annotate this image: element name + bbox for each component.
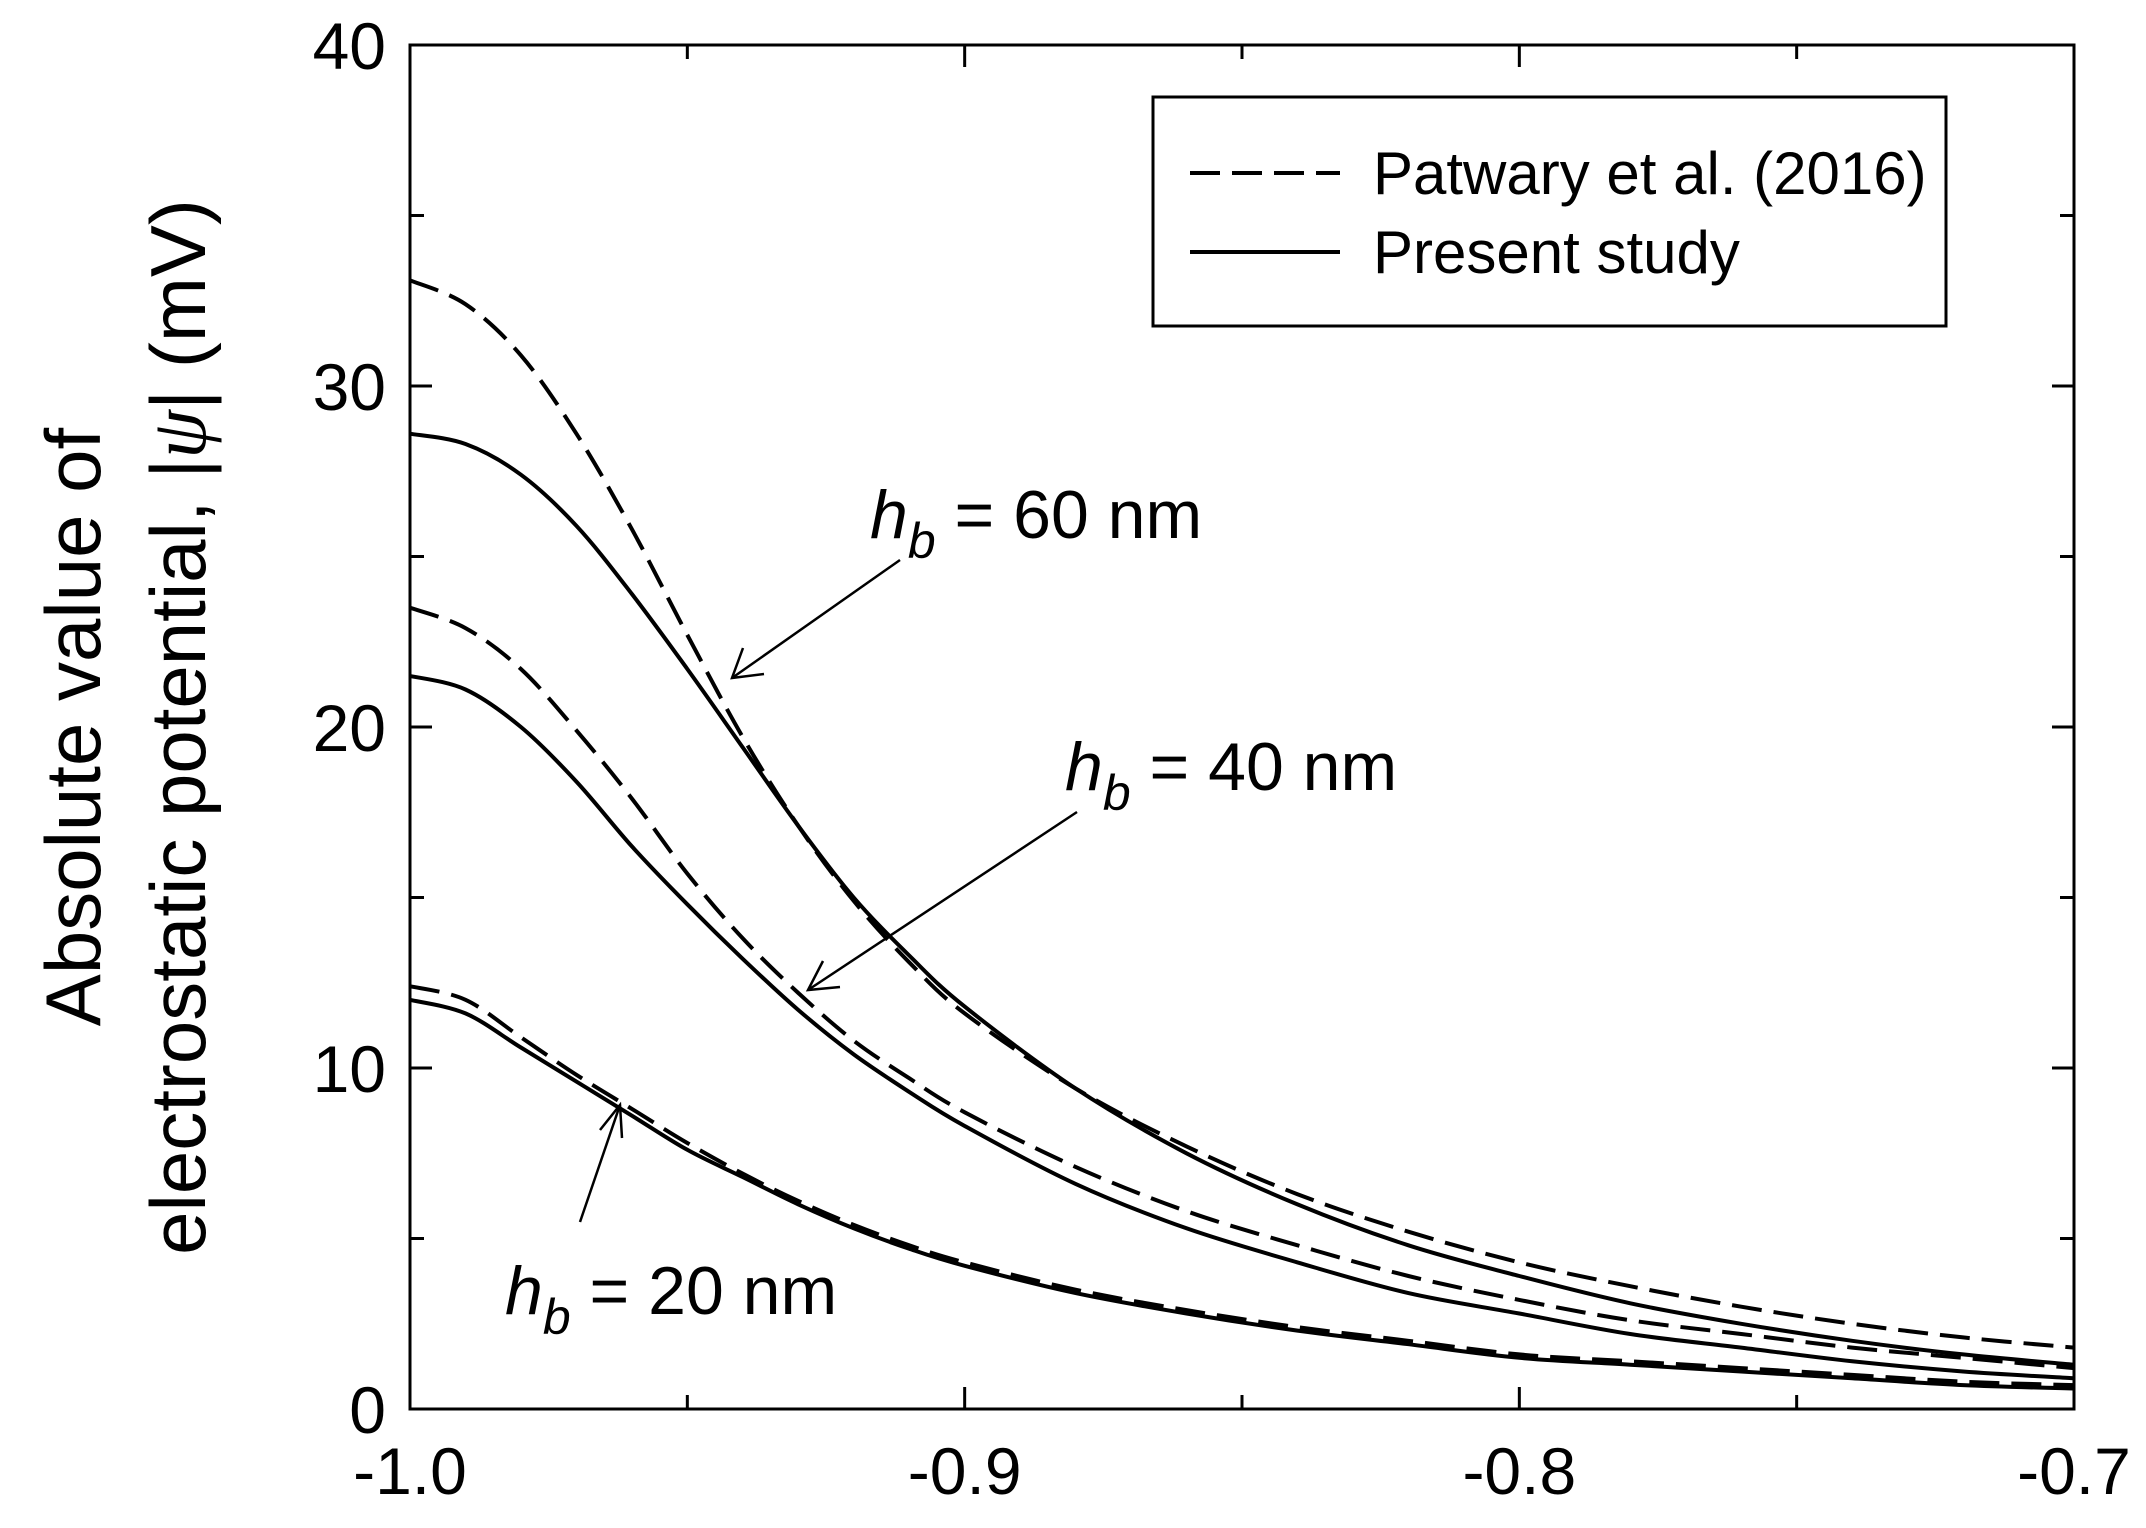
annotation-20nm: hb = 20 nm [505, 1101, 837, 1345]
annotation-60nm-rest: = 60 nm [936, 477, 1203, 553]
series-line-1 [409, 431, 2075, 1367]
annotation-40nm-rest: = 40 nm [1131, 729, 1398, 805]
series-group [409, 278, 2075, 1391]
x-axis: -1.0 -0.9 -0.8 -0.7 [353, 45, 2131, 1508]
annotation-60nm-symbol: h [870, 477, 908, 553]
annotation-20nm-arrow [578, 1104, 622, 1223]
annotation-20nm-arrowhead [599, 1101, 624, 1139]
legend-label-patwary: Patwary et al. (2016) [1373, 140, 1927, 207]
annotation-40nm-symbol: h [1065, 729, 1103, 805]
annotation-40nm-label: hb = 40 nm [1065, 729, 1397, 821]
annotation-20nm-subscript: b [543, 1289, 571, 1345]
series-line-0 [409, 278, 2075, 1350]
x-tick-label: -0.8 [1462, 1434, 1576, 1508]
annotation-40nm-arrow [807, 810, 1078, 992]
x-tick-label: -0.9 [908, 1434, 1022, 1508]
legend: Patwary et al. (2016) Present study [1151, 95, 1948, 328]
y-axis-label-line2: electrostatic potential, |ψ| (mV) [134, 199, 222, 1255]
x-tick-label: -0.7 [2017, 1434, 2131, 1508]
annotation-60nm-subscript: b [908, 513, 936, 569]
annotation-20nm-rest: = 20 nm [571, 1253, 838, 1329]
series-line-5 [409, 997, 2075, 1391]
annotation-40nm: hb = 40 nm [805, 729, 1397, 992]
y-tick-label: 10 [313, 1032, 386, 1106]
annotation-60nm-arrow [731, 558, 901, 680]
series-line-3 [409, 673, 2075, 1381]
annotation-40nm-arrowhead [805, 960, 841, 992]
y-tick-label: 0 [349, 1373, 386, 1447]
y-tick-label: 40 [313, 9, 386, 83]
y-axis-label-suffix: | (mV) [134, 199, 222, 410]
y-axis-label-line1: Absolute value of [29, 427, 117, 1026]
y-tick-label: 30 [313, 350, 386, 424]
legend-box [1151, 95, 1948, 328]
y-axis-label-prefix: electrostatic potential, | [134, 459, 222, 1255]
y-tick-label: 20 [313, 691, 386, 765]
series-line-2 [409, 605, 2075, 1371]
y-axis: 0 10 20 30 40 [313, 9, 2074, 1447]
annotation-20nm-label: hb = 20 nm [505, 1253, 837, 1345]
series-line-4 [409, 984, 2075, 1388]
annotation-60nm: hb = 60 nm [730, 477, 1202, 680]
y-axis-label-symbol: ψ [135, 409, 222, 459]
annotation-20nm-symbol: h [505, 1253, 543, 1329]
x-tick-label: -1.0 [353, 1434, 467, 1508]
legend-label-present: Present study [1373, 219, 1740, 286]
annotation-40nm-subscript: b [1103, 765, 1131, 821]
annotation-60nm-label: hb = 60 nm [870, 477, 1202, 569]
annotation-60nm-arrowhead [730, 647, 765, 680]
